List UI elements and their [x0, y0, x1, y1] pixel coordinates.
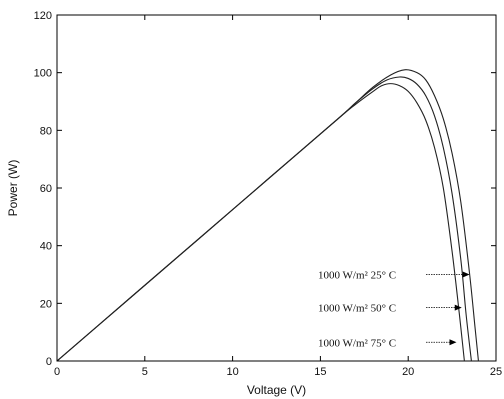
series-line-2: [56, 76, 472, 362]
annotation-arrowhead-2: [454, 304, 462, 311]
x-axis-label: Voltage (V): [247, 383, 306, 397]
y-tick-label: 0: [46, 356, 52, 368]
x-tick-label: 20: [402, 366, 414, 378]
y-tick-label: 120: [34, 10, 52, 22]
x-tick-label: 5: [142, 366, 148, 378]
annotation-label-2: 1000 W/m² 50° C: [318, 303, 396, 315]
x-tick-label: 0: [54, 366, 60, 378]
annotation-arrowhead-3: [449, 339, 457, 346]
y-tick-label: 80: [40, 125, 52, 137]
x-tick-label: 10: [226, 366, 238, 378]
y-tick-label: 60: [40, 183, 52, 195]
series-line-3: [56, 83, 465, 362]
annotations-layer: 1000 W/m² 25° C 1000 W/m² 50° C 1000 W/m² …: [318, 270, 470, 349]
y-tick-label: 20: [40, 298, 52, 310]
y-tick-label: 40: [40, 241, 52, 253]
series-layer: [56, 69, 479, 362]
x-tick-label: 25: [490, 366, 502, 378]
annotation-label-1: 1000 W/m² 25° C: [318, 270, 396, 282]
y-axis-label: Power (W): [6, 160, 20, 217]
series-line-1: [56, 69, 479, 362]
annotation-label-3: 1000 W/m² 75° C: [318, 337, 396, 349]
x-tick-label: 15: [314, 366, 326, 378]
y-tick-label: 100: [34, 68, 52, 80]
ticks-layer: 0 5 10 15 20 25 0 20 40 60 80 100 120: [34, 10, 502, 378]
annotation-arrowhead-1: [462, 271, 470, 278]
plot-frame: [56, 14, 497, 362]
